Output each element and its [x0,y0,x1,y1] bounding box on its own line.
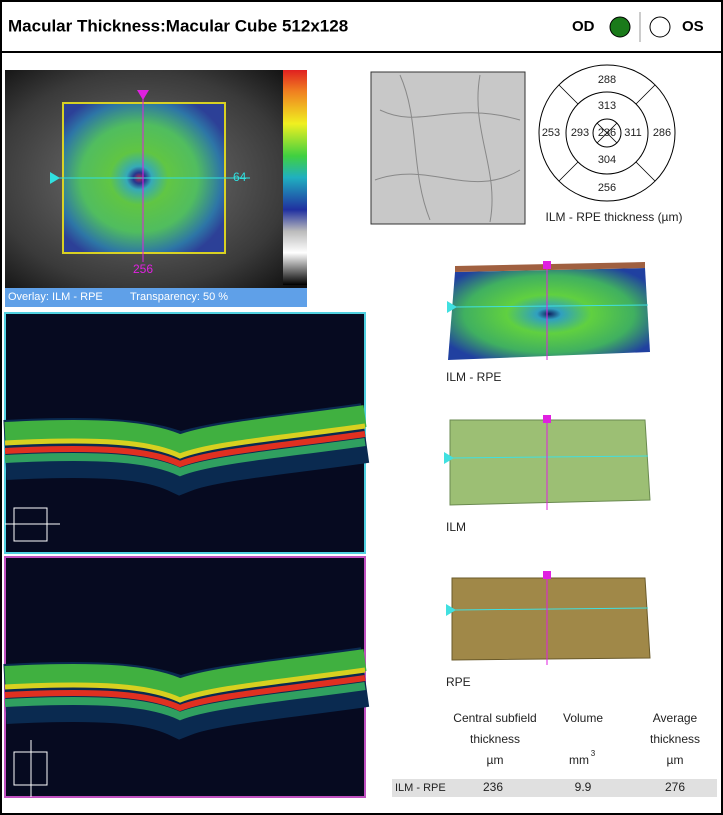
etdrs-value: 304 [598,154,616,166]
table-header: Average [653,711,698,725]
os-label[interactable]: OS [682,18,704,35]
transparency-label: Transparency: 50 % [130,291,228,303]
scan-marker [543,571,551,579]
overlay-label: Overlay: ILM - RPE [8,291,103,303]
table-header: thickness [470,732,520,746]
table-header: thickness [650,732,700,746]
inner-ring [565,91,649,175]
etdrs-value: 253 [542,127,560,139]
scan-marker [446,604,456,616]
table-row [392,779,717,797]
etdrs-value: 313 [598,100,616,112]
slo-image [370,71,526,225]
scale-label: 200 µm [312,195,356,210]
table-cell: 276 [665,780,685,794]
etdrs-caption: ILM - RPE thickness (µm) [546,210,683,224]
scan-number: 64 [233,170,247,184]
table-header: µm [487,753,504,767]
scale-label: 400 µm [312,111,356,126]
scan-marker [447,301,457,313]
scale-label: 100 µm [312,237,356,252]
scan-marker [543,415,551,423]
table-cell: 9.9 [575,780,592,794]
etdrs-value: 256 [598,182,616,194]
scan-marker[interactable] [50,172,60,184]
os-indicator[interactable] [649,16,671,38]
vessels [374,74,521,223]
surface-label: ILM - RPE [446,370,501,384]
etdrs-value: 293 [571,127,589,139]
etdrs-value: 286 [653,127,671,139]
scan-line [454,304,649,308]
etdrs-grid [538,64,676,202]
outer-ring [538,64,676,202]
etdrs-value: 311 [624,127,642,139]
table-cell: 236 [483,780,503,794]
etdrs-value: 288 [598,74,616,86]
scale-label: 300 µm [312,153,356,168]
od-indicator[interactable] [609,16,631,38]
scan-marker [444,452,454,464]
od-label[interactable]: OD [572,18,595,35]
color-scale [283,70,307,285]
surface-label: RPE [446,675,471,689]
table-header: Central subfield [453,711,536,725]
table-header: 3 [591,749,596,758]
scan-marker [543,261,551,269]
surface-label: ILM [446,520,466,534]
table-header: mm [569,753,589,767]
scan-line [453,607,649,611]
dividers [558,84,656,182]
surface-ilm [449,419,651,506]
table-header: Volume [563,711,603,725]
scan-marker[interactable] [137,90,149,100]
table-header: µm [667,753,684,767]
surface-rpe [451,577,651,661]
overlay-bar [5,288,307,307]
surface-ilm-rpe [448,268,650,360]
etdrs-value: 236 [598,127,616,139]
table-cell: ILM - RPE [395,782,446,794]
report-title: Macular Thickness:Macular Cube 512x128 [8,16,348,35]
center-ring [592,118,622,148]
scale-label: 500 µm [312,69,356,84]
scan-line [451,455,649,459]
scan-number: 256 [133,262,153,276]
